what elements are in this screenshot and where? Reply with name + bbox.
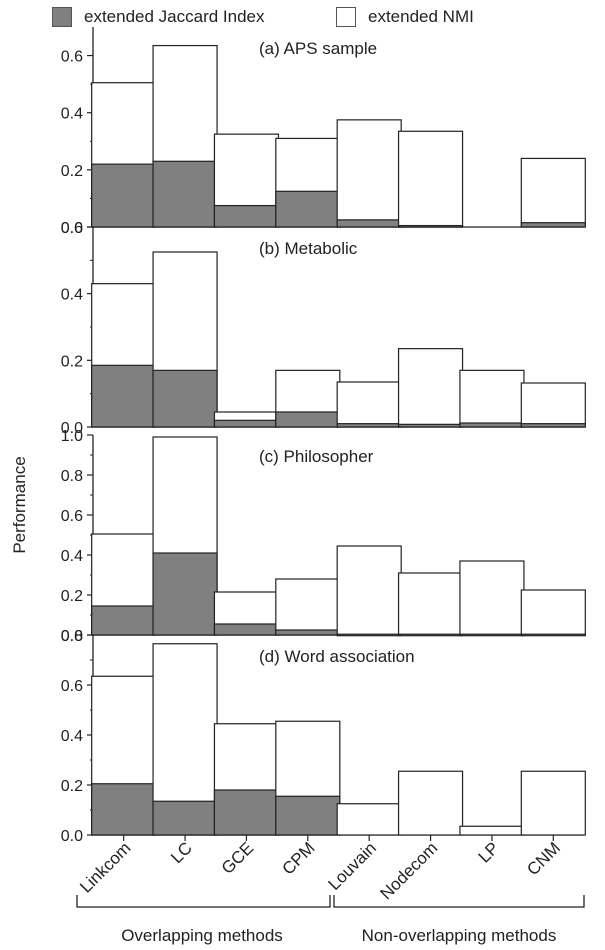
y-tick-label: 0.0 — [61, 628, 83, 645]
y-tick-label: 0.4 — [61, 728, 83, 745]
bar-jaccard-lc — [152, 552, 218, 636]
bar-jaccard-lc — [152, 160, 218, 228]
bar-nmi-cnm — [520, 770, 586, 836]
bar-jaccard-lc — [152, 800, 218, 836]
panel-2: 0.0 0.2 0.4 0.6 (b) Metabolic — [61, 220, 586, 437]
panel-1: 0.0 0.2 0.4 0.6 (a) APS sample — [61, 27, 586, 237]
bar-nmi-nodecom — [397, 348, 464, 428]
bar-nmi-nodecom — [397, 572, 464, 636]
legend-nmi-label: extended NMI — [368, 7, 474, 26]
bar-jaccard-lp — [459, 633, 525, 637]
y-tick-label: 0.0 — [61, 220, 83, 237]
y-tick-label: 0.6 — [61, 508, 83, 525]
x-tick-label: Linkcom — [76, 838, 134, 896]
legend-nmi: extended NMI — [336, 6, 474, 28]
non-overlapping-bracket — [333, 895, 585, 908]
method-groups: Overlapping methods Non-overlapping meth… — [76, 895, 585, 945]
y-tick-label: 0.0 — [61, 828, 83, 845]
y-tick-label: 0.4 — [61, 106, 83, 123]
x-tick-label: GCE — [218, 838, 257, 877]
y-tick-label: 0.2 — [61, 778, 83, 795]
bar-nmi-lp — [459, 560, 525, 636]
y-tick-label: 0.6 — [61, 49, 83, 66]
panel-title: (b) Metabolic — [259, 239, 358, 258]
bar-jaccard-cpm — [275, 629, 341, 636]
bar-jaccard-cnm — [520, 423, 586, 428]
panels-layer: 0.0 0.2 0.4 0.6 (a) APS sample 0.0 0.2 0.4 0.6 (b… — [61, 27, 586, 845]
bar-jaccard-gce — [213, 623, 280, 636]
panel-4: 0.0 0.2 0.4 0.6 0.8 (d) Word association — [61, 628, 586, 845]
panel-title: (d) Word association — [259, 647, 415, 666]
bar-nmi-cpm — [275, 578, 341, 636]
y-tick-label: 0.4 — [61, 287, 83, 304]
bar-jaccard-gce — [213, 789, 280, 836]
legend-nmi-swatch — [336, 7, 356, 27]
bar-jaccard-cpm — [275, 190, 341, 228]
panel-3: 0.0 0.2 0.4 0.6 0.8 1.0 (c) Philosopher — [61, 428, 586, 645]
panel-title: (a) APS sample — [259, 39, 377, 58]
y-tick-label: 0.2 — [61, 163, 83, 180]
x-tick-label: LP — [475, 838, 503, 866]
bar-jaccard-cpm — [275, 411, 341, 428]
bar-jaccard-louvain — [336, 633, 402, 637]
y-axis-label: Performance — [10, 456, 29, 553]
bar-nmi-nodecom — [397, 130, 464, 228]
bar-jaccard-nodecom — [397, 633, 464, 637]
y-tick-label: 0.2 — [61, 588, 83, 605]
bar-jaccard-louvain — [336, 423, 402, 428]
y-tick-label: 0.2 — [61, 353, 83, 370]
bar-nmi-louvain — [336, 381, 402, 428]
y-tick-label: 0.8 — [61, 468, 83, 485]
x-tick-label: Louvain — [324, 838, 380, 894]
group-label-overlapping: Overlapping methods — [121, 926, 283, 945]
bar-jaccard-nodecom — [397, 224, 464, 228]
x-tick-label: LC — [167, 838, 196, 867]
panel-title: (c) Philosopher — [259, 447, 374, 466]
bar-jaccard-linkcom — [91, 364, 157, 428]
bar-nmi-louvain — [336, 545, 402, 636]
bar-jaccard-lc — [152, 369, 218, 428]
overlapping-bracket — [76, 895, 331, 908]
bar-nmi-lp — [459, 369, 525, 428]
x-tick-label: CPM — [278, 838, 318, 878]
legend-jaccard-swatch — [52, 7, 72, 27]
group-label-non-overlapping: Non-overlapping methods — [362, 926, 557, 945]
y-tick-label: 0.8 — [61, 628, 83, 645]
bar-jaccard-linkcom — [91, 783, 157, 836]
y-tick-label: 0.6 — [61, 220, 83, 237]
bar-jaccard-linkcom — [91, 605, 157, 636]
bar-jaccard-cnm — [520, 633, 586, 637]
x-tick-label: Nodecom — [377, 838, 442, 903]
y-tick-label: 0.6 — [61, 678, 83, 695]
bar-nmi-cnm — [520, 382, 586, 428]
bar-nmi-cnm — [520, 589, 586, 636]
y-tick-label: 1.0 — [61, 428, 83, 445]
y-tick-label: 0.0 — [61, 420, 83, 437]
legend-jaccard: extended Jaccard Index — [52, 6, 265, 28]
bar-jaccard-lp — [459, 422, 525, 428]
legend-jaccard-label: extended Jaccard Index — [84, 7, 265, 26]
bar-nmi-lp — [459, 825, 525, 836]
bar-jaccard-cnm — [520, 222, 586, 228]
bar-jaccard-linkcom — [91, 163, 157, 228]
bar-nmi-nodecom — [397, 770, 464, 836]
x-tick-label: CNM — [523, 838, 564, 879]
y-tick-label: 0.4 — [61, 548, 83, 565]
bar-jaccard-louvain — [336, 219, 402, 228]
bar-nmi-cnm — [520, 157, 586, 228]
bar-nmi-louvain — [336, 803, 402, 836]
bar-nmi-louvain — [336, 119, 402, 228]
bar-jaccard-cpm — [275, 795, 341, 836]
bar-jaccard-nodecom — [397, 423, 464, 428]
bar-jaccard-gce — [213, 419, 280, 428]
bar-jaccard-gce — [213, 204, 280, 228]
